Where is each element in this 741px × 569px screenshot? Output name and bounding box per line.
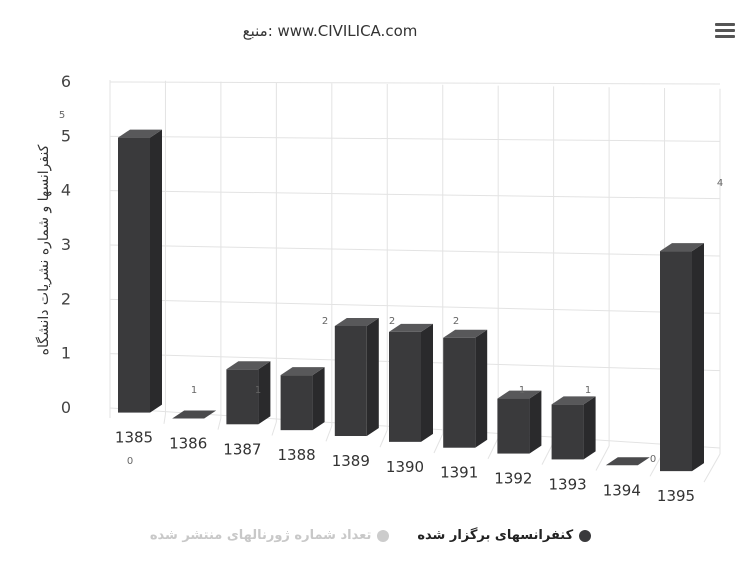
- x-tick-label: 1387: [223, 440, 261, 458]
- bar-side: [421, 323, 433, 442]
- grid-line-h: [109, 298, 721, 314]
- bar-front: [660, 251, 692, 472]
- bar-top: [118, 129, 162, 138]
- data-label: 4: [717, 178, 723, 189]
- y-tick-label: 4: [61, 181, 71, 200]
- legend-item-conferences[interactable]: کنفرانسهای برگزار شده: [417, 528, 592, 543]
- bar-top: [497, 390, 542, 399]
- bar-top: [551, 396, 596, 405]
- legend-label-conferences: کنفرانسهای برگزار شده: [417, 528, 574, 543]
- data-label: 0: [650, 454, 656, 465]
- grid-line-h: [109, 135, 721, 142]
- bar-top: [280, 367, 325, 376]
- x-tick-label: 1395: [657, 487, 695, 505]
- grid-floor-line: [217, 417, 222, 430]
- bar-front: [280, 375, 313, 431]
- bar-top: [334, 318, 379, 327]
- grid-line-h: [109, 244, 721, 257]
- bar-side: [366, 318, 379, 437]
- chart-labels: 0 1 2 3 4 5 6 کنفرانسها و شماره نشریات دانشگاه 1…: [35, 72, 723, 505]
- x-tick-label: 1388: [278, 446, 316, 464]
- grid-floor-line: [271, 421, 277, 436]
- y-tick-label: 3: [61, 235, 71, 254]
- grid-floor-line: [487, 437, 499, 460]
- bar-front: [551, 404, 584, 460]
- data-label: 1: [255, 385, 261, 396]
- data-label: 2: [322, 316, 328, 327]
- data-label: 2: [389, 316, 395, 327]
- y-tick-label: 2: [61, 289, 71, 308]
- bar-side: [258, 361, 271, 425]
- grid-floor-line: [325, 425, 333, 442]
- bar-zero: [605, 457, 650, 466]
- data-label: 1: [585, 385, 591, 396]
- bar-side: [583, 396, 596, 460]
- bar-top: [660, 243, 704, 252]
- data-label: 2: [453, 316, 459, 327]
- bar-top: [389, 323, 433, 332]
- bar-zero: [172, 410, 217, 419]
- x-tick-label: 1389: [332, 452, 370, 470]
- bar-front: [443, 337, 476, 448]
- grid-floor-line: [703, 453, 721, 483]
- x-tick-label: 1394: [603, 481, 641, 499]
- y-tick-label: 0: [61, 398, 71, 417]
- data-label: 1: [191, 385, 197, 396]
- bar-front: [497, 398, 530, 454]
- data-label: 0: [127, 456, 133, 467]
- grid-floor-line: [379, 429, 388, 448]
- grid-floor-line: [595, 445, 610, 471]
- hamburger-menu-icon[interactable]: [715, 20, 735, 40]
- grid-floor-line: [163, 413, 166, 424]
- grid-line-h: [109, 81, 721, 85]
- legend-item-journals[interactable]: تعداد شماره ژورنالهای منتشر شده: [150, 528, 390, 543]
- x-tick-label: 1392: [494, 470, 532, 488]
- legend-dot-journals: [377, 529, 390, 542]
- chart-legend: کنفرانسهای برگزار شده تعداد شماره ژورنال…: [0, 528, 741, 543]
- bar-front: [226, 369, 259, 425]
- x-tick-label: 1393: [549, 475, 587, 493]
- y-axis-title: کنفرانسها و شماره نشریات دانشگاه: [35, 144, 52, 355]
- chart-title: منبع: www.CIVILICA.com: [242, 22, 418, 40]
- x-tick-label: 1391: [440, 464, 478, 482]
- bar-side: [150, 129, 162, 413]
- grid-floor-line: [433, 433, 444, 454]
- legend-label-journals: تعداد شماره ژورنالهای منتشر شده: [149, 528, 372, 543]
- bar-front: [118, 137, 150, 413]
- bar-side: [475, 329, 488, 448]
- bar-side: [692, 243, 704, 472]
- data-label: 1: [519, 385, 525, 396]
- grid-line-h: [109, 190, 721, 200]
- x-tick-label: 1386: [169, 434, 207, 452]
- data-label: 5: [59, 110, 65, 121]
- x-tick-label: 1390: [386, 458, 424, 476]
- y-tick-label: 6: [61, 72, 71, 91]
- bar-top: [443, 329, 488, 338]
- bar-top: [226, 361, 271, 370]
- bar-side: [529, 390, 542, 454]
- x-tick-label: 1385: [115, 429, 153, 447]
- bar-side: [312, 367, 325, 431]
- y-tick-label: 1: [61, 344, 71, 363]
- chart-bars: [118, 129, 704, 472]
- bar-front: [334, 326, 367, 437]
- legend-dot-conferences: [579, 529, 592, 542]
- bar-front: [389, 331, 421, 442]
- y-tick-label: 5: [61, 126, 71, 145]
